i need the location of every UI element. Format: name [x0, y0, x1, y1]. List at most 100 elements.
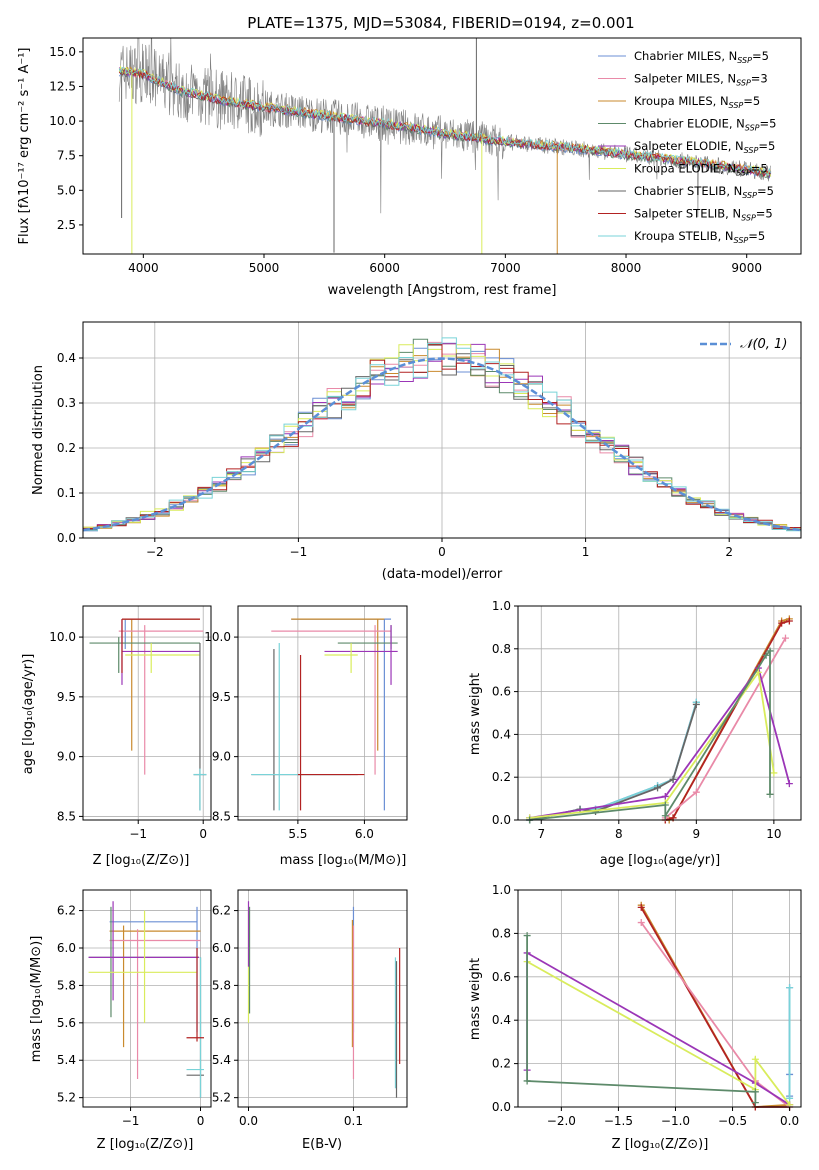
mass-z-ytick-label: 6.2: [57, 904, 76, 918]
mass-ebv-ytick-label: 6.0: [212, 941, 231, 955]
chabrier_elodie-weight-point: [766, 790, 774, 798]
weight-z-ytick-label: 0.2: [492, 1057, 511, 1071]
mass-ebv-xlabel: E(B-V): [302, 1137, 342, 1152]
age-mass-ytick-label: 9.5: [212, 690, 231, 704]
spectrum-xtick-label: 4000: [128, 261, 159, 275]
mass-z-ytick-label: 5.6: [57, 1016, 76, 1030]
salpeter_elodie-weight-line: [529, 666, 791, 819]
weight-z-xtick-label: −0.5: [718, 1114, 747, 1128]
chabrier_elodie-legend-label: Chabrier ELODIE, NSSP=5: [634, 117, 776, 133]
weight-z-ytick-label: 1.0: [492, 883, 511, 897]
age-mass-yticks: 8.5 9.0 9.5 10.0: [204, 630, 238, 823]
residuals-ytick-label: 0.1: [57, 486, 76, 500]
legend-ssp-count: =3: [751, 72, 768, 86]
salpeter_stelib-model-line: [118, 67, 772, 178]
weight-z-panel: −2.0 −1.5 −1.0 −0.5 0.0 0.0 0.2 0.4 0.6 0.8 1.0: [492, 883, 802, 1128]
mass-z-xlabel: Z [log₁₀(Z/Z⊙)]: [97, 1137, 194, 1152]
chabrier_elodie-weight-point: [762, 651, 770, 659]
chabrier_elodie-weight-point: [751, 1088, 759, 1096]
mass-z-xtick-label: 0: [197, 1114, 205, 1128]
chabrier_elodie-weight-line: [526, 935, 757, 1103]
age-mass-xticks: 5.5 6.0: [288, 820, 374, 841]
age-z-ytick-label: 8.5: [57, 809, 76, 823]
age-z-ytick-label: 9.0: [57, 750, 76, 764]
mass-z-ytick-label: 5.4: [57, 1053, 76, 1067]
weight-age-xtick-label: 7: [537, 827, 545, 841]
age-mass-panel: 5.5 6.0 8.5 9.0 9.5 10.0: [204, 605, 408, 841]
legend-ssp-count: =5: [756, 207, 773, 221]
age-mass-ytick-label: 9.0: [212, 750, 231, 764]
chabrier_elodie-weight-point: [766, 647, 774, 655]
weight-age-marks: [526, 615, 793, 824]
weight-age-ytick-label: 1.0: [492, 599, 511, 613]
legend-ssp-subscript: SSP: [736, 169, 751, 178]
spectrum-ytick-label: 7.5: [57, 149, 76, 163]
weight-z-ytick-label: 0.4: [492, 1013, 511, 1027]
mass-ebv-ytick-label: 5.2: [212, 1091, 231, 1105]
chabrier_miles-legend-label: Chabrier MILES, NSSP=5: [634, 49, 769, 65]
legend-ssp-subscript: SSP: [744, 146, 759, 155]
residuals-ylabel: Normed distribution: [31, 365, 46, 495]
age-mass-grid: [238, 606, 407, 820]
spectrum-ytick-label: 5.0: [57, 183, 76, 197]
chabrier_elodie-weight-point: [523, 932, 531, 940]
legend-ssp-count: =5: [748, 229, 765, 243]
residuals-ytick-label: 0.3: [57, 396, 76, 410]
mass-z-ytick-label: 5.2: [57, 1091, 76, 1105]
weight-z-xtick-label: −2.0: [547, 1114, 576, 1128]
normal-curve-line: [82, 357, 802, 532]
residuals-xtick-label: 2: [725, 545, 733, 559]
chabrier_elodie-weight-point: [751, 1099, 759, 1107]
mass-ebv-ytick-label: 5.8: [212, 978, 231, 992]
weight-age-ytick-label: 0.8: [492, 642, 511, 656]
spectrum-xtick-label: 8000: [611, 261, 642, 275]
mass-ebv-ytick-label: 5.6: [212, 1016, 231, 1030]
mass-ebv-grid: [238, 890, 407, 1107]
age-z-grid: [83, 606, 211, 820]
legend-ssp-count: =5: [743, 94, 760, 108]
age-z-xtick-label: −1: [129, 827, 147, 841]
weight-age-ytick-label: 0.2: [492, 770, 511, 784]
mass-z-xticks: −1 0: [122, 1107, 205, 1128]
age-mass-xtick-label: 5.5: [288, 827, 307, 841]
age-mass-xtick-label: 6.0: [355, 827, 374, 841]
weight-age-panel: 7 8 9 10 0.0 0.2 0.4 0.6 0.8 1.0: [492, 599, 802, 841]
kroupa_elodie-weight-point: [751, 1055, 759, 1063]
legend-ssp-count: =5: [760, 117, 777, 131]
spectrum-ytick-label: 2.5: [57, 218, 76, 232]
weight-age-xtick-label: 8: [615, 827, 623, 841]
salpeter_miles-legend-label: Salpeter MILES, NSSP=3: [634, 72, 768, 88]
spectrum-xtick-label: 5000: [249, 261, 280, 275]
legend-ssp-subscript: SSP: [729, 101, 744, 110]
spectrum-ytick-label: 15.0: [49, 45, 76, 59]
weight-z-xtick-label: −1.0: [661, 1114, 690, 1128]
weight-z-xlabel: Z [log₁₀(Z/Z⊙)]: [612, 1137, 709, 1152]
kroupa_stelib-weight-line: [529, 702, 698, 821]
age-mass-xlabel: mass [log₁₀(M/M⊙)]: [280, 853, 407, 868]
legend-ssp-subscript: SSP: [734, 236, 749, 245]
age-mass-axes-frame: [237, 605, 408, 821]
weight-z-yticks: 0.0 0.2 0.4 0.6 0.8 1.0: [492, 883, 518, 1114]
legend-ssp-subscript: SSP: [736, 79, 751, 88]
legend-ssp-count: =5: [751, 162, 768, 176]
mass-ebv-panel: 0.0 0.1 5.2 5.4 5.6 5.8 6.0 6.2: [212, 889, 408, 1128]
mass-z-grid: [83, 890, 211, 1107]
weight-age-ytick-label: 0.4: [492, 727, 511, 741]
residuals-panel: −2 −1 0 1 2 0.0 0.1 0.2 0.3 0.4 (data-model)/err…: [31, 321, 802, 582]
chabrier_stelib-weight-point: [692, 700, 700, 708]
kroupa_elodie-model-line: [118, 65, 772, 177]
weight-z-axes-frame: [517, 889, 802, 1108]
residuals-xtick-label: 0: [438, 545, 446, 559]
kroupa_stelib-weight-point: [786, 1094, 794, 1102]
weight-z-xticks: −2.0 −1.5 −1.0 −0.5 0.0: [547, 1107, 799, 1128]
normal-legend-label: 𝒩(0, 1): [740, 337, 787, 352]
mass-z-xtick-label: −1: [122, 1114, 140, 1128]
age-z-ylabel: age [log₁₀(age/yr)]: [21, 654, 36, 775]
figure-title: PLATE=1375, MJD=53084, FIBERID=0194, z=0…: [247, 14, 634, 32]
chabrier_elodie-weight-line: [529, 648, 771, 821]
mass-z-panel: −1 0 5.2 5.4 5.6 5.8 6.0 6.2: [57, 889, 212, 1128]
residuals-ytick-label: 0.4: [57, 351, 76, 365]
mass-z-yticks: 5.2 5.4 5.6 5.8 6.0 6.2: [57, 904, 83, 1105]
mass-z-ytick-label: 6.0: [57, 941, 76, 955]
